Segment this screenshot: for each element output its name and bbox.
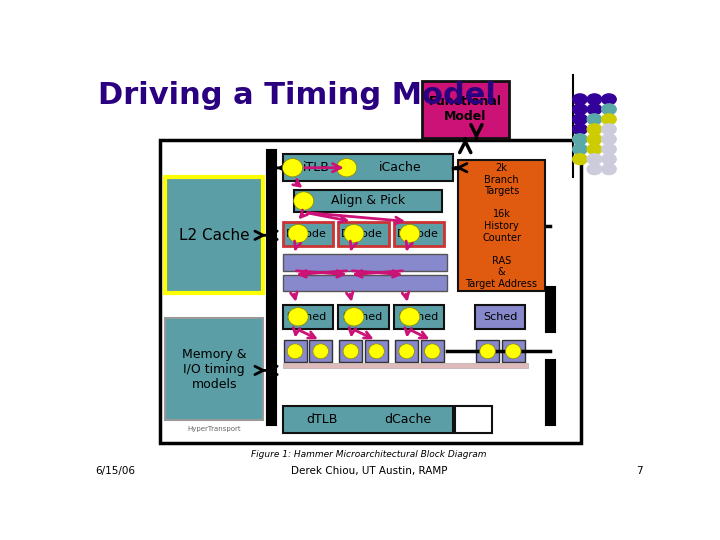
Text: L2 Cache: L2 Cache bbox=[179, 228, 249, 243]
Circle shape bbox=[602, 154, 616, 165]
Text: D: D bbox=[286, 228, 294, 239]
Text: code: code bbox=[356, 228, 382, 239]
Text: dCache: dCache bbox=[384, 413, 431, 426]
Text: HyperTransport: HyperTransport bbox=[187, 426, 241, 431]
Bar bbox=[502, 341, 525, 362]
Ellipse shape bbox=[369, 344, 384, 359]
Circle shape bbox=[602, 134, 616, 145]
Ellipse shape bbox=[313, 344, 328, 359]
Bar bbox=[160, 140, 581, 443]
Ellipse shape bbox=[343, 344, 359, 359]
Bar bbox=[395, 341, 418, 362]
Bar bbox=[166, 319, 263, 420]
Bar bbox=[422, 82, 508, 138]
Ellipse shape bbox=[425, 344, 440, 359]
Circle shape bbox=[572, 124, 588, 134]
Bar bbox=[421, 341, 444, 362]
Text: Derek Chiou, UT Austin, RAMP: Derek Chiou, UT Austin, RAMP bbox=[291, 467, 447, 476]
Circle shape bbox=[602, 114, 616, 125]
Text: 6/15/06: 6/15/06 bbox=[96, 467, 135, 476]
Circle shape bbox=[602, 124, 616, 134]
Text: ched: ched bbox=[411, 312, 438, 322]
Text: iCache: iCache bbox=[379, 161, 421, 174]
Circle shape bbox=[572, 154, 588, 165]
Text: code: code bbox=[300, 228, 327, 239]
Circle shape bbox=[572, 94, 588, 105]
Circle shape bbox=[602, 144, 616, 154]
Ellipse shape bbox=[400, 225, 420, 243]
Bar bbox=[338, 305, 389, 329]
Bar bbox=[282, 221, 333, 246]
Ellipse shape bbox=[287, 344, 303, 359]
Bar bbox=[459, 160, 545, 292]
Ellipse shape bbox=[480, 344, 495, 359]
Bar bbox=[339, 341, 362, 362]
Bar bbox=[456, 406, 492, 433]
Text: iTLB: iTLB bbox=[302, 161, 330, 174]
Circle shape bbox=[588, 134, 602, 145]
Text: S: S bbox=[398, 312, 405, 322]
Ellipse shape bbox=[505, 344, 521, 359]
Text: Functional
Model: Functional Model bbox=[428, 96, 502, 124]
Bar bbox=[394, 221, 444, 246]
Ellipse shape bbox=[344, 225, 364, 243]
Ellipse shape bbox=[288, 225, 308, 243]
Circle shape bbox=[588, 124, 602, 134]
Bar bbox=[476, 341, 499, 362]
Text: Driving a Timing Model: Driving a Timing Model bbox=[99, 82, 496, 111]
Text: D: D bbox=[341, 228, 350, 239]
Text: S: S bbox=[287, 312, 293, 322]
Text: ched: ched bbox=[356, 312, 382, 322]
Circle shape bbox=[588, 94, 602, 105]
Bar bbox=[294, 190, 441, 212]
Bar bbox=[282, 254, 447, 271]
Text: 2k
Branch
Targets

16k
History
Counter

RAS
&
Target Address: 2k Branch Targets 16k History Counter RA… bbox=[466, 163, 538, 289]
Bar bbox=[282, 305, 333, 329]
Text: ched: ched bbox=[300, 312, 327, 322]
Text: code: code bbox=[411, 228, 438, 239]
Bar bbox=[284, 341, 307, 362]
Circle shape bbox=[572, 134, 588, 145]
Circle shape bbox=[588, 164, 602, 174]
Ellipse shape bbox=[344, 308, 364, 326]
Circle shape bbox=[602, 164, 616, 174]
Ellipse shape bbox=[294, 192, 314, 210]
Circle shape bbox=[588, 114, 602, 125]
Bar bbox=[282, 154, 453, 181]
Ellipse shape bbox=[399, 344, 415, 359]
Ellipse shape bbox=[282, 159, 302, 177]
Bar bbox=[475, 305, 526, 329]
Text: D: D bbox=[397, 228, 405, 239]
Bar bbox=[310, 341, 332, 362]
Text: S: S bbox=[342, 312, 349, 322]
Circle shape bbox=[572, 104, 588, 114]
Text: Memory &
I/O timing
models: Memory & I/O timing models bbox=[182, 348, 246, 391]
Ellipse shape bbox=[337, 159, 356, 177]
Circle shape bbox=[602, 94, 616, 105]
Circle shape bbox=[572, 114, 588, 125]
Circle shape bbox=[588, 104, 602, 114]
Ellipse shape bbox=[400, 308, 420, 326]
Bar bbox=[394, 305, 444, 329]
Text: dTLB: dTLB bbox=[306, 413, 337, 426]
Circle shape bbox=[588, 154, 602, 165]
Bar bbox=[282, 275, 447, 292]
Bar bbox=[365, 341, 388, 362]
Text: Align & Pick: Align & Pick bbox=[330, 194, 405, 207]
Bar bbox=[282, 363, 528, 368]
Bar bbox=[282, 406, 453, 433]
Bar bbox=[166, 177, 263, 294]
Ellipse shape bbox=[288, 308, 308, 326]
Circle shape bbox=[602, 104, 616, 114]
Text: Figure 1: Hammer Microarchitectural Block Diagram: Figure 1: Hammer Microarchitectural Bloc… bbox=[251, 450, 487, 459]
Circle shape bbox=[572, 144, 588, 154]
Text: 7: 7 bbox=[636, 467, 642, 476]
Text: Sched: Sched bbox=[483, 312, 517, 322]
Circle shape bbox=[588, 144, 602, 154]
Bar bbox=[338, 221, 389, 246]
